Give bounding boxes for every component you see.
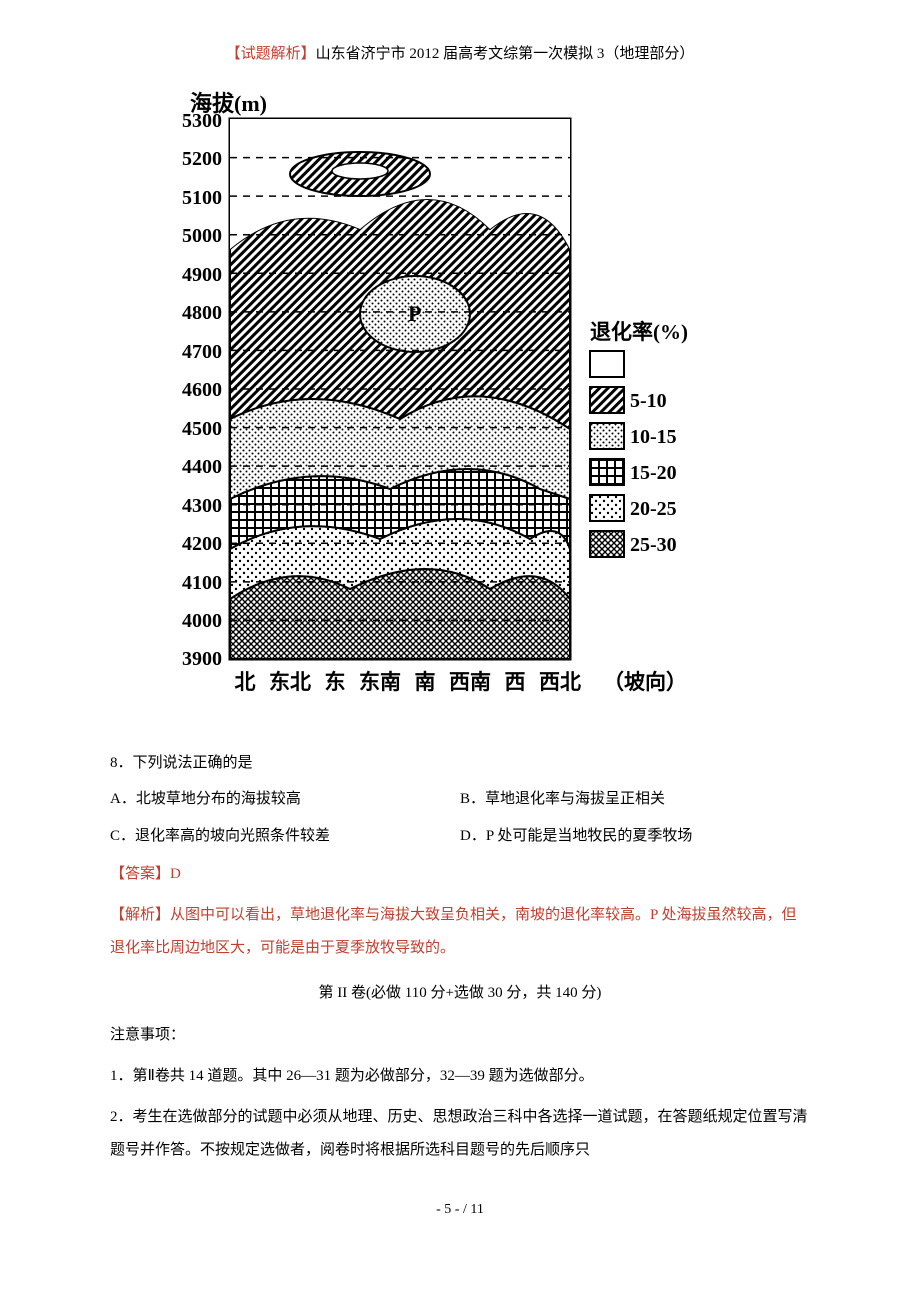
svg-text:4600: 4600 bbox=[182, 379, 222, 401]
svg-text:4800: 4800 bbox=[182, 302, 222, 324]
option-c: C．退化率高的坡向光照条件较差 bbox=[110, 822, 460, 851]
answer-value: D bbox=[170, 866, 181, 882]
answer-block: 【答案】D bbox=[110, 860, 810, 889]
svg-text:15-20: 15-20 bbox=[630, 462, 677, 484]
svg-text:5-10: 5-10 bbox=[630, 390, 667, 412]
svg-text:西南: 西南 bbox=[449, 670, 491, 694]
svg-text:4200: 4200 bbox=[182, 533, 222, 555]
legend-title: 退化率(%) bbox=[590, 320, 688, 344]
explain-block: 【解析】从图中可以看出，草地退化率与海拔大致呈负相关，南坡的退化率较高。P 处海… bbox=[110, 899, 810, 965]
notice-title: 注意事项： bbox=[110, 1021, 810, 1050]
svg-text:4700: 4700 bbox=[182, 341, 222, 363]
notice-item-1: 1．第Ⅱ卷共 14 道题。其中 26—31 题为必做部分，32—39 题为选做部… bbox=[110, 1060, 810, 1093]
page-footer: - 5 - / 11 bbox=[110, 1197, 810, 1224]
chart-svg: 海拔(m) P bbox=[150, 89, 750, 729]
svg-text:4500: 4500 bbox=[182, 418, 222, 440]
svg-text:4300: 4300 bbox=[182, 495, 222, 517]
option-b: B．草地退化率与海拔呈正相关 bbox=[460, 785, 810, 814]
svg-text:25-30: 25-30 bbox=[630, 534, 677, 556]
section-2-title: 第 II 卷(必做 110 分+选做 30 分，共 140 分) bbox=[110, 979, 810, 1008]
explain-text: 从图中可以看出，草地退化率与海拔大致呈负相关，南坡的退化率较高。P 处海拔虽然较… bbox=[110, 907, 797, 956]
option-a: A．北坡草地分布的海拔较高 bbox=[110, 785, 460, 814]
page-total: / 11 bbox=[459, 1202, 483, 1217]
degradation-chart: 海拔(m) P bbox=[150, 89, 750, 729]
answer-label: 【答案】 bbox=[110, 866, 170, 882]
svg-text:10-15: 10-15 bbox=[630, 426, 677, 448]
x-ticks: 北 东北 东 东南 南 西南 西 西北 （坡向） bbox=[235, 670, 688, 694]
svg-text:4400: 4400 bbox=[182, 456, 222, 478]
page-number: - 5 - bbox=[436, 1202, 459, 1217]
svg-text:4000: 4000 bbox=[182, 610, 222, 632]
svg-text:20-25: 20-25 bbox=[630, 498, 677, 520]
question-stem: 8．下列说法正确的是 bbox=[110, 749, 810, 778]
options-row-1: A．北坡草地分布的海拔较高 B．草地退化率与海拔呈正相关 bbox=[110, 785, 810, 814]
explain-label: 【解析】 bbox=[110, 907, 170, 923]
svg-text:5000: 5000 bbox=[182, 225, 222, 247]
svg-text:4100: 4100 bbox=[182, 572, 222, 594]
svg-text:5200: 5200 bbox=[182, 148, 222, 170]
svg-text:西: 西 bbox=[505, 670, 526, 694]
svg-text:5100: 5100 bbox=[182, 187, 222, 209]
option-d: D．P 处可能是当地牧民的夏季牧场 bbox=[460, 822, 810, 851]
svg-text:东: 东 bbox=[325, 670, 346, 694]
notice-item-2: 2．考生在选做部分的试题中必须从地理、历史、思想政治三科中各选择一道试题，在答题… bbox=[110, 1101, 810, 1167]
y-ticks: 5300 5200 5100 5000 4900 4800 4700 4600 … bbox=[182, 110, 222, 670]
header-title: 山东省济宁市 2012 届高考文综第一次模拟 3（地理部分） bbox=[316, 46, 695, 62]
header-prefix: 【试题解析】 bbox=[226, 46, 316, 62]
svg-text:东南: 东南 bbox=[359, 670, 401, 694]
page-header: 【试题解析】山东省济宁市 2012 届高考文综第一次模拟 3（地理部分） bbox=[110, 40, 810, 69]
svg-text:北: 北 bbox=[235, 670, 256, 694]
options-row-2: C．退化率高的坡向光照条件较差 D．P 处可能是当地牧民的夏季牧场 bbox=[110, 822, 810, 851]
p-marker: P bbox=[408, 301, 421, 326]
svg-text:（坡向）: （坡向） bbox=[603, 670, 687, 694]
svg-text:东北: 东北 bbox=[269, 670, 311, 694]
svg-text:4900: 4900 bbox=[182, 264, 222, 286]
svg-text:5300: 5300 bbox=[182, 110, 222, 132]
svg-text:西北: 西北 bbox=[539, 670, 581, 694]
legend: 退化率(%) 5-10 10-15 15-20 20-25 bbox=[590, 320, 688, 557]
svg-text:南: 南 bbox=[415, 670, 436, 694]
svg-text:3900: 3900 bbox=[182, 648, 222, 670]
